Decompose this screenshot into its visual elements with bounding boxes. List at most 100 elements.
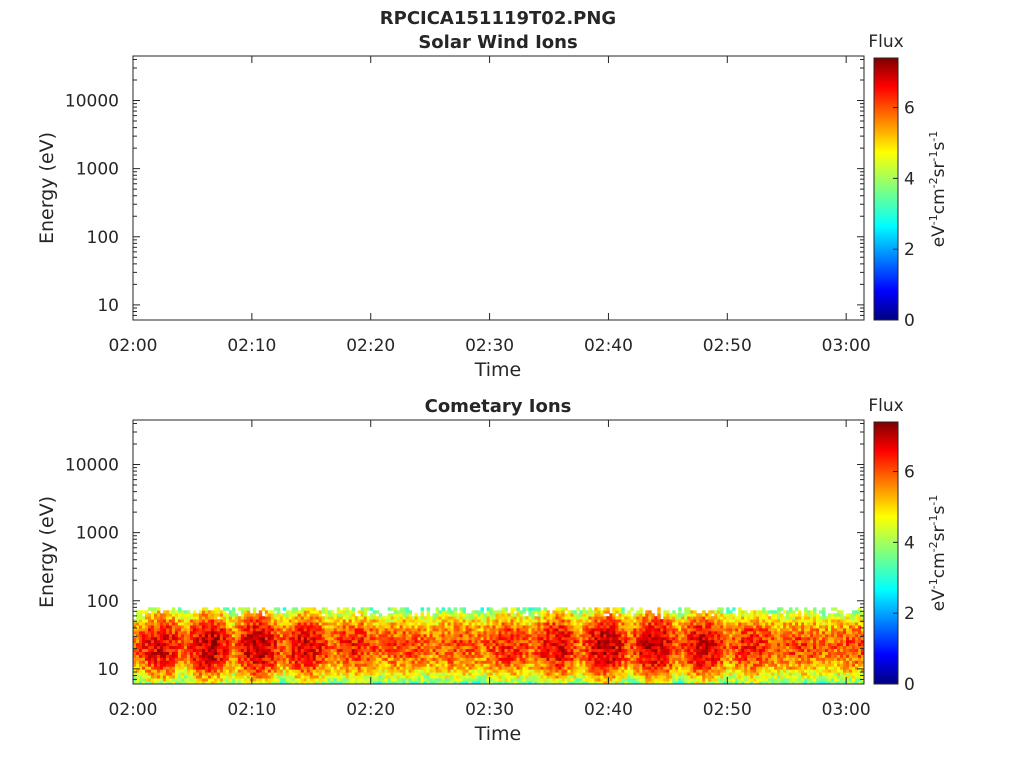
spectrogram-cell (376, 660, 379, 663)
spectrogram-cell (298, 672, 301, 675)
spectrogram-cell (262, 660, 265, 663)
spectrogram-cell (516, 657, 519, 660)
spectrogram-cell (660, 646, 663, 649)
spectrogram-cell (478, 666, 481, 669)
spectrogram-cell (436, 675, 439, 678)
spectrogram-cell (525, 622, 528, 625)
spectrogram-cell (406, 669, 409, 672)
spectrogram-cell (235, 678, 238, 681)
spectrogram-cell (253, 675, 256, 678)
spectrogram-cell (316, 675, 319, 678)
spectrogram-cell (684, 619, 687, 622)
spectrogram-cell (187, 660, 190, 663)
spectrogram-cell (274, 666, 277, 669)
spectrogram-cell (343, 657, 346, 660)
spectrogram-cell (609, 678, 612, 681)
spectrogram-cell (364, 628, 367, 631)
spectrogram-cell (409, 637, 412, 640)
spectrogram-cell (564, 637, 567, 640)
spectrogram-cell (525, 625, 528, 628)
spectrogram-cell (430, 643, 433, 646)
spectrogram-cell (642, 678, 645, 681)
spectrogram-cell (624, 634, 627, 637)
spectrogram-cell (606, 660, 609, 663)
spectrogram-cell (493, 613, 496, 616)
spectrogram-cell (145, 652, 148, 655)
spectrogram-cell (211, 675, 214, 678)
spectrogram-cell (355, 643, 358, 646)
spectrogram-cell (217, 672, 220, 675)
spectrogram-cell (585, 675, 588, 678)
spectrogram-cell (223, 637, 226, 640)
spectrogram-cell (319, 663, 322, 666)
spectrogram-cell (280, 646, 283, 649)
spectrogram-cell (397, 649, 400, 652)
spectrogram-cell (205, 619, 208, 622)
spectrogram-cell (250, 666, 253, 669)
spectrogram-cell (388, 660, 391, 663)
spectrogram-cell (301, 643, 304, 646)
spectrogram-cell (349, 610, 352, 613)
spectrogram-cell (406, 663, 409, 666)
spectrogram-cell (588, 643, 591, 646)
spectrogram-cell (208, 643, 211, 646)
spectrogram-cell (660, 625, 663, 628)
spectrogram-cell (678, 660, 681, 663)
spectrogram-cell (253, 663, 256, 666)
spectrogram-cell (274, 649, 277, 652)
spectrogram-cell (409, 649, 412, 652)
spectrogram-cell (654, 628, 657, 631)
spectrogram-cell (537, 622, 540, 625)
spectrogram-cell (582, 637, 585, 640)
spectrogram-cell (558, 649, 561, 652)
spectrogram-cell (439, 646, 442, 649)
spectrogram-cell (181, 649, 184, 652)
spectrogram-cell (196, 655, 199, 658)
spectrogram-cell (603, 655, 606, 658)
spectrogram-cell (708, 678, 711, 681)
spectrogram-cell (615, 631, 618, 634)
spectrogram-cell (313, 607, 316, 610)
spectrogram-cell (693, 669, 696, 672)
spectrogram-cell (549, 619, 552, 622)
spectrogram-cell (217, 610, 220, 613)
spectrogram-cell (672, 663, 675, 666)
spectrogram-cell (442, 607, 445, 610)
spectrogram-cell (451, 675, 454, 678)
spectrogram-cell (328, 637, 331, 640)
spectrogram-cell (499, 646, 502, 649)
spectrogram-cell (355, 634, 358, 637)
spectrogram-cell (609, 625, 612, 628)
spectrogram-cell (478, 613, 481, 616)
spectrogram-cell (702, 660, 705, 663)
spectrogram-cell (436, 607, 439, 610)
spectrogram-cell (355, 616, 358, 619)
spectrogram-cell (328, 619, 331, 622)
spectrogram-cell (660, 637, 663, 640)
spectrogram-cell (412, 666, 415, 669)
spectrogram-cell (166, 649, 169, 652)
spectrogram-cell (522, 660, 525, 663)
spectrogram-cell (223, 619, 226, 622)
spectrogram-cell (394, 637, 397, 640)
spectrogram-cell (705, 643, 708, 646)
spectrogram-cell (385, 660, 388, 663)
spectrogram-cell (355, 663, 358, 666)
spectrogram-cell (409, 634, 412, 637)
spectrogram-cell (481, 678, 484, 681)
spectrogram-cell (145, 655, 148, 658)
spectrogram-cell (145, 619, 148, 622)
spectrogram-cell (334, 622, 337, 625)
spectrogram-cell (403, 646, 406, 649)
spectrogram-cell (208, 619, 211, 622)
spectrogram-cell (448, 628, 451, 631)
spectrogram-cell (184, 625, 187, 628)
spectrogram-cell (259, 657, 262, 660)
spectrogram-cell (681, 669, 684, 672)
spectrogram-cell (648, 660, 651, 663)
spectrogram-cell (591, 660, 594, 663)
spectrogram-cell (543, 619, 546, 622)
spectrogram-cell (448, 637, 451, 640)
spectrogram-cell (507, 649, 510, 652)
spectrogram-cell (540, 628, 543, 631)
